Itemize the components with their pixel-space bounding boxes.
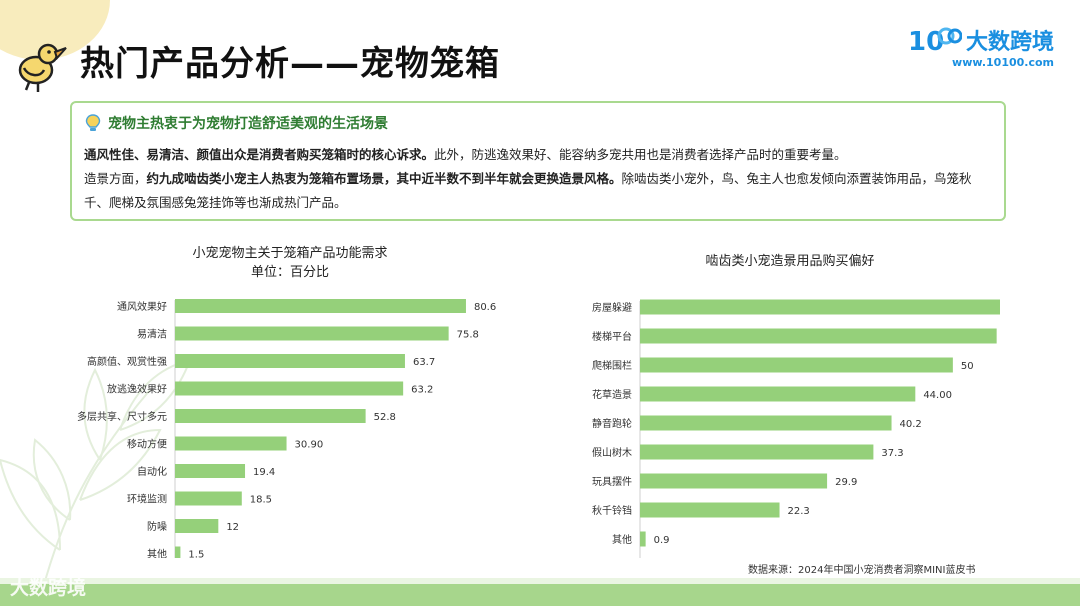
chart-1-value-label: 30.90 <box>295 440 324 451</box>
chart-2-bar <box>640 415 892 431</box>
chart-1-category-label: 移动方便 <box>127 438 167 451</box>
page-title: 热门产品分析——宠物笼箱 <box>80 44 500 84</box>
chart-1-value-label: 52.8 <box>374 412 396 423</box>
chart-1-value-label: 18.5 <box>250 495 272 506</box>
chart-1-category-label: 其他 <box>147 548 167 559</box>
chart-1-category-label: 通风效果好 <box>117 300 167 313</box>
chart-1-bar <box>175 354 405 368</box>
data-source: 数据来源：2024年中国小宠消费者洞察MINI蓝皮书 <box>748 565 976 576</box>
chart-1-bar <box>175 491 242 506</box>
brand-mark-text: 10 <box>908 27 944 57</box>
chart-1-value-label: 63.7 <box>413 357 435 368</box>
chart-1-category-label: 高颜值、观赏性强 <box>87 355 167 368</box>
chart-2-category-label: 其他 <box>612 533 632 546</box>
chart-2-bar <box>640 473 828 489</box>
chart-2-value-label: 50 <box>961 361 974 372</box>
chart-1-category-label: 环境监测 <box>127 493 167 506</box>
chart-2-bar <box>640 444 874 460</box>
chart-1-value-label: 1.5 <box>188 550 204 559</box>
chart-1-value-label: 12 <box>226 522 239 533</box>
chart-1-category-label: 防噪 <box>147 520 167 533</box>
footer-band <box>0 584 1080 606</box>
insight-paragraph-1: 通风性佳、易清洁、颜值出众是消费者购买笼箱时的核心诉求。此外，防逃逸效果好、能容… <box>84 143 994 167</box>
lightbulb-icon <box>85 114 101 131</box>
chart-1-value-label: 80.6 <box>474 302 496 313</box>
insight-p2-bold: 约九成啮齿类小宠主人热衷为笼箱布置场景，其中近半数不到半年就会更换造景风格。 <box>146 171 622 186</box>
chart-1-title-block: 小宠宠物主关于笼箱产品功能需求 单位：百分比 <box>150 244 430 282</box>
chart-2-category-label: 假山树木 <box>592 446 632 459</box>
brand-url: www.10100.com <box>952 56 1054 69</box>
insight-paragraph-2: 造景方面，约九成啮齿类小宠主人热衷为笼箱布置场景，其中近半数不到半年就会更换造景… <box>84 167 994 215</box>
chart-1-bar <box>175 299 466 313</box>
chart-1-category-label: 放逃逸效果好 <box>107 383 167 396</box>
chart-2-category-label: 房屋躲避 <box>592 301 632 314</box>
chart-2-value-label: 40.2 <box>900 419 922 430</box>
insight-p1-rest: 此外，防逃逸效果好、能容纳多宠共用也是消费者选择产品时的重要考量。 <box>434 147 847 162</box>
chart-1-bar <box>175 326 449 341</box>
chart-1-bar <box>175 546 181 558</box>
chart-2-value-label: 37.3 <box>881 448 903 459</box>
chart-2-bar <box>640 299 1000 315</box>
chart-2-category-label: 秋千铃铛 <box>592 504 632 517</box>
chart-2-category-label: 楼梯平台 <box>592 330 632 343</box>
chart-2-value-label: 0.9 <box>654 535 670 546</box>
brand-logo: 10 大数跨境 www.10100.com <box>906 22 1054 69</box>
chart-2-landscaping-preference: 房屋躲避57.9楼梯平台57爬梯围栏50花草造景44.00静音跑轮40.2假山树… <box>592 299 1000 558</box>
chart-1-subtitle: 单位：百分比 <box>250 265 329 280</box>
chart-2-title: 啮齿类小宠造景用品购买偏好 <box>705 254 875 269</box>
chart-2-category-label: 静音跑轮 <box>592 417 632 430</box>
chart-2-category-label: 玩具摆件 <box>592 475 632 488</box>
chart-2-bar <box>640 386 916 402</box>
chart-2-bar <box>640 502 780 518</box>
chart-1-bar <box>175 381 404 396</box>
chart-1-bar <box>175 464 246 478</box>
insight-box: 宠物主热衷于为宠物打造舒适美观的生活场景 通风性佳、易清洁、颜值出众是消费者购买… <box>70 101 1006 221</box>
chart-2-value-label: 29.9 <box>835 477 857 488</box>
chart-1-title: 小宠宠物主关于笼箱产品功能需求 <box>192 246 388 261</box>
insight-title: 宠物主热衷于为宠物打造舒适美观的生活场景 <box>108 116 388 132</box>
insight-body: 通风性佳、易清洁、颜值出众是消费者购买笼箱时的核心诉求。此外，防逃逸效果好、能容… <box>84 143 994 215</box>
insight-p2-rest: 除啮齿类小宠外，鸟、兔主人也愈发倾向添置装饰用品，鸟笼秋千、爬梯及氛围感兔笼挂饰… <box>84 171 972 210</box>
chart-2-bar <box>640 328 997 344</box>
bird-mascot-icon <box>18 43 67 92</box>
insight-p2-start: 造景方面， <box>84 171 147 186</box>
insight-p1-bold: 通风性佳、易清洁、颜值出众是消费者购买笼箱时的核心诉求。 <box>84 147 435 162</box>
chart-2-value-label: 44.00 <box>923 390 952 401</box>
chart-1-category-label: 易清洁 <box>137 328 167 341</box>
chart-1-value-label: 19.4 <box>253 467 275 478</box>
chart-2-category-label: 爬梯围栏 <box>592 359 632 372</box>
chart-1-bar <box>175 436 287 451</box>
brand-name: 大数跨境 <box>965 30 1054 55</box>
chart-1-bar <box>175 409 366 423</box>
chart-2-bar <box>640 531 646 547</box>
chart-1-bar <box>175 519 219 533</box>
chart-1-function-demand: 通风效果好 80.6 易清洁 75.8 高颜值、观赏性强 63.7 放逃逸效果好 63.2 多层… <box>77 299 496 559</box>
chart-2-category-label: 花草造景 <box>592 388 632 401</box>
insight-header: 宠物主热衷于为宠物打造舒适美观的生活场景 <box>84 113 388 133</box>
chart-1-category-label: 自动化 <box>137 465 167 478</box>
chart-2-bar <box>640 357 953 373</box>
footer-band-light <box>0 578 1080 584</box>
footer-logo: 大数跨境 <box>10 577 87 599</box>
chart-2-value-label: 22.3 <box>788 506 810 517</box>
chart-1-value-label: 75.8 <box>457 330 479 341</box>
chart-1-category-label: 多层共享、尺寸多元 <box>77 410 167 423</box>
brand-mark-icon: 10 <box>908 27 962 57</box>
chart-1-value-label: 63.2 <box>411 385 433 396</box>
